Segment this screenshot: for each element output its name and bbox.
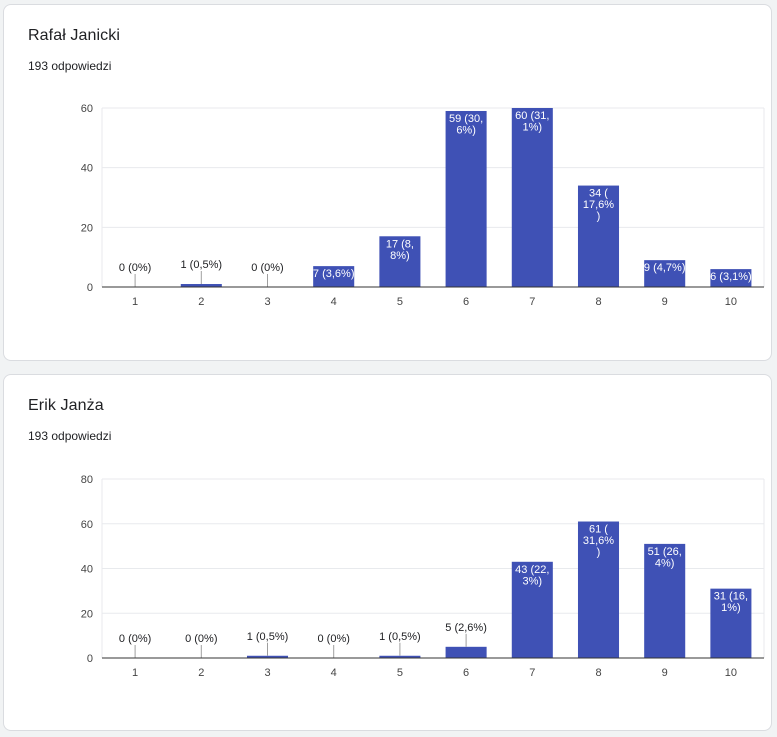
data-label: ) [597, 211, 601, 223]
question-card-erik-janza: Erik Janża 193 odpowiedzi 0 20 40 60 80 0 (0%… [3, 374, 772, 731]
bar [246, 655, 289, 658]
x-tick-label: 8 [595, 667, 601, 679]
response-count: 193 odpowiedzi [28, 59, 112, 73]
data-label: 17,6% [583, 199, 614, 211]
y-tick-label: 80 [81, 474, 93, 486]
data-label: 59 (30, [449, 113, 483, 125]
data-label: 61 ( [589, 524, 608, 536]
y-tick-label: 60 [81, 103, 93, 115]
x-tick-label: 1 [132, 667, 138, 679]
data-label: 43 (22, [515, 564, 549, 576]
bar-chart-rafal-janicki: 0 20 40 60 0 (0%) 1 1 (0,5%) 2 0 (0%) 3 7 (3,6%) 4 1… [81, 103, 765, 308]
bar [445, 110, 487, 287]
question-card-rafal-janicki: Rafał Janicki 193 odpowiedzi 0 20 40 60 0 (0… [3, 4, 772, 361]
x-tick-label: 2 [198, 296, 204, 308]
bar [379, 236, 421, 287]
x-tick-label: 5 [397, 296, 403, 308]
x-tick-label: 4 [331, 296, 337, 308]
bar [577, 521, 620, 658]
x-tick-label: 3 [264, 296, 270, 308]
bar [644, 260, 686, 287]
bar [445, 646, 487, 658]
bar [180, 284, 222, 287]
bar [577, 185, 620, 287]
data-label: ) [597, 547, 601, 559]
bar [710, 588, 752, 658]
x-tick-label: 7 [529, 667, 535, 679]
data-label: 9 (4,7%) [644, 262, 686, 274]
data-label: 1 (0,5%) [379, 631, 421, 643]
data-label: 8%) [390, 250, 410, 262]
x-tick-label: 10 [725, 296, 737, 308]
x-tick-label: 9 [662, 296, 668, 308]
data-label: 3%) [523, 575, 543, 587]
data-label: 0 (0%) [185, 633, 217, 645]
bar [511, 561, 553, 658]
data-label: 31,6% [583, 535, 614, 547]
data-label: 1%) [523, 122, 543, 134]
data-label: 1 (0,5%) [181, 259, 223, 271]
question-title: Erik Janża [28, 397, 104, 414]
x-tick-label: 6 [463, 667, 469, 679]
y-tick-label: 0 [87, 282, 93, 294]
y-tick-label: 0 [87, 653, 93, 665]
x-tick-label: 6 [463, 296, 469, 308]
data-label: 60 (31, [515, 110, 549, 122]
data-label: 1%) [721, 602, 741, 614]
data-label: 6%) [456, 124, 476, 136]
y-tick-label: 40 [81, 564, 93, 576]
x-tick-label: 3 [264, 667, 270, 679]
x-tick-label: 2 [198, 667, 204, 679]
data-label: 1 (0,5%) [247, 631, 289, 643]
data-label: 0 (0%) [119, 633, 151, 645]
x-tick-label: 8 [595, 296, 601, 308]
data-label: 7 (3,6%) [313, 268, 355, 280]
bar [379, 655, 421, 658]
x-tick-label: 1 [132, 296, 138, 308]
y-tick-label: 40 [81, 163, 93, 175]
question-title: Rafał Janicki [28, 27, 121, 44]
y-tick-label: 20 [81, 608, 93, 620]
bar [644, 543, 686, 658]
bar [710, 269, 752, 287]
data-label: 0 (0%) [317, 633, 349, 645]
data-label: 4%) [655, 557, 675, 569]
y-tick-label: 20 [81, 222, 93, 234]
data-label: 17 (8, [386, 238, 414, 250]
data-label: 31 (16, [714, 591, 748, 603]
x-tick-label: 7 [529, 296, 535, 308]
x-tick-label: 5 [397, 667, 403, 679]
y-tick-label: 60 [81, 519, 93, 531]
data-label: 6 (3,1%) [710, 271, 752, 283]
bar [313, 266, 355, 287]
data-label: 34 ( [589, 188, 608, 200]
response-count: 193 odpowiedzi [28, 429, 112, 443]
bar [511, 108, 553, 287]
data-label: 0 (0%) [251, 262, 283, 274]
data-label: 51 (26, [648, 546, 682, 558]
x-tick-label: 9 [662, 667, 668, 679]
data-label: 5 (2,6%) [445, 622, 487, 634]
bar-chart-erik-janza: 0 20 40 60 80 0 (0%) 1 0 (0%) 2 1 (0,5%) 3 0 (0%) 4 1… [81, 474, 765, 679]
x-tick-label: 10 [725, 667, 737, 679]
x-tick-label: 4 [331, 667, 337, 679]
data-label: 0 (0%) [119, 262, 151, 274]
